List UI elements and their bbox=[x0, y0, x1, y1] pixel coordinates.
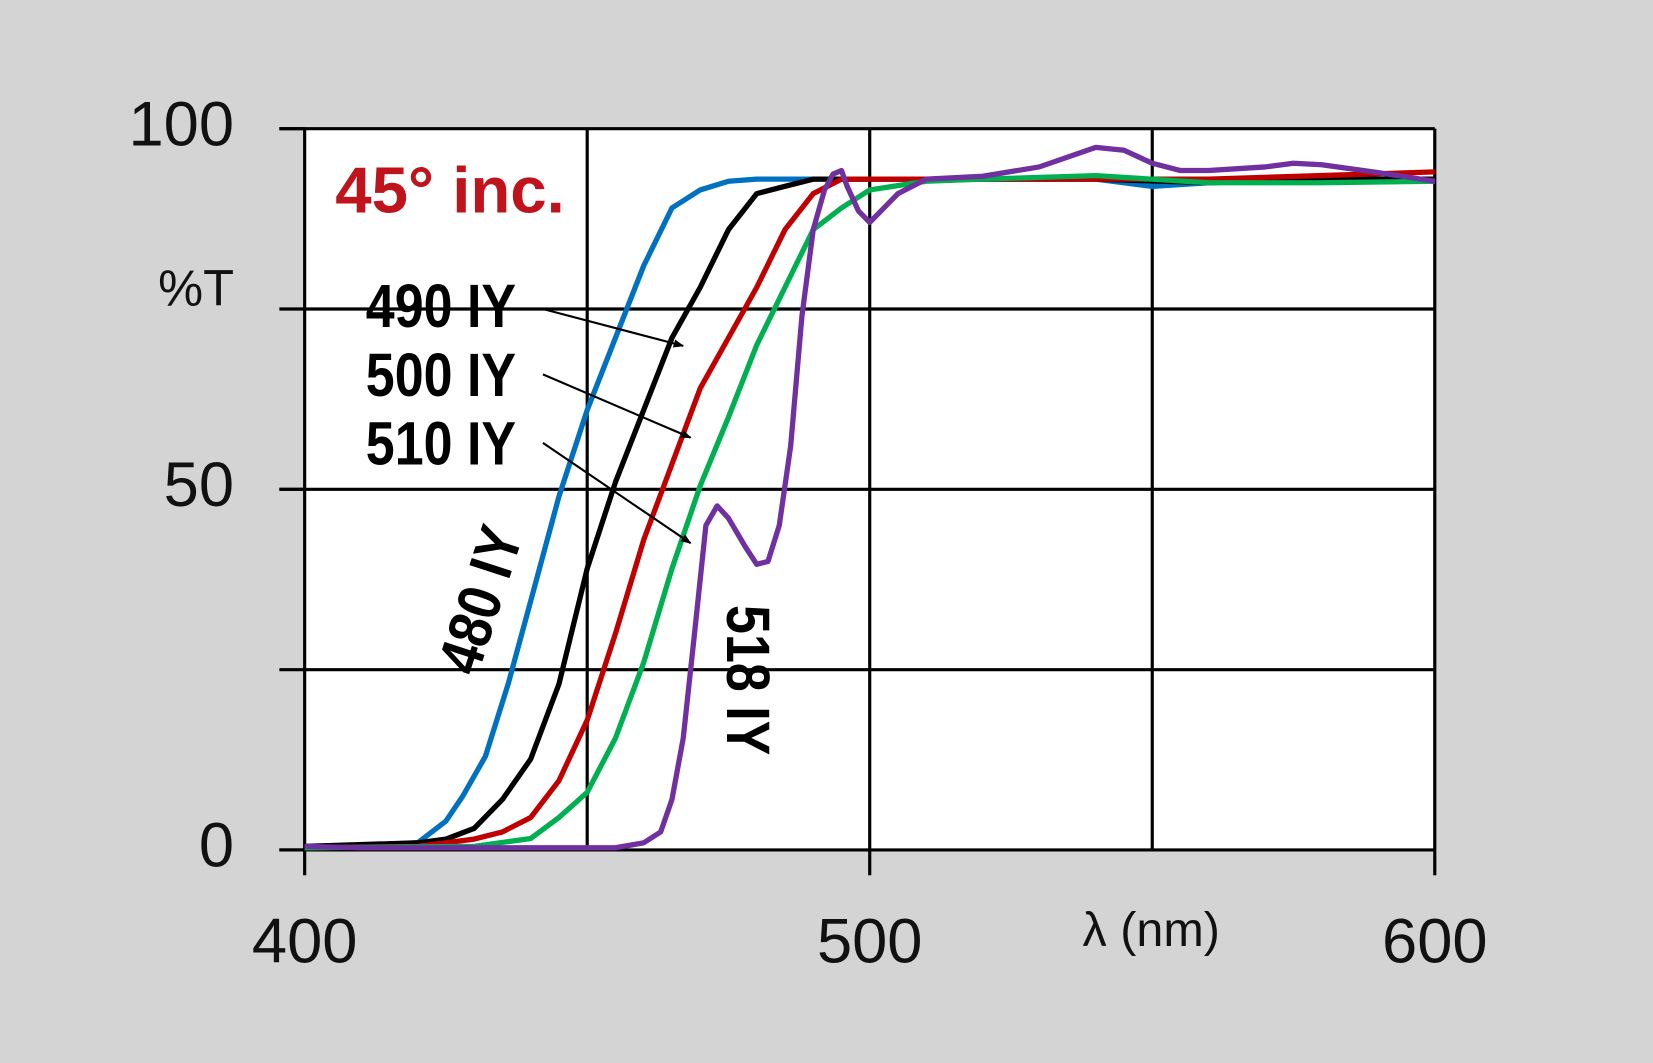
label-arrow bbox=[542, 442, 692, 544]
x-axis-label: λ (nm) bbox=[1083, 903, 1220, 957]
curve-label: 490 IY bbox=[366, 273, 516, 341]
y-tick-label: 50 bbox=[164, 450, 234, 520]
y-tick-label: 100 bbox=[129, 89, 235, 159]
series-line bbox=[304, 144, 1436, 851]
label-arrow bbox=[542, 307, 685, 348]
series-line bbox=[304, 172, 1435, 851]
y-axis-label: %T bbox=[158, 259, 234, 316]
curve-label: 510 IY bbox=[366, 410, 516, 478]
curve-label: 518 IY bbox=[713, 605, 781, 755]
y-tick-label: 0 bbox=[199, 811, 234, 881]
chart-title: 45° inc. bbox=[335, 153, 565, 226]
x-tick-label: 600 bbox=[1382, 907, 1488, 977]
x-tick-label: 500 bbox=[817, 907, 923, 977]
label-arrow bbox=[542, 373, 692, 439]
series-line bbox=[304, 169, 1435, 851]
x-tick-label: 400 bbox=[252, 907, 358, 977]
curve-label: 500 IY bbox=[366, 342, 516, 410]
